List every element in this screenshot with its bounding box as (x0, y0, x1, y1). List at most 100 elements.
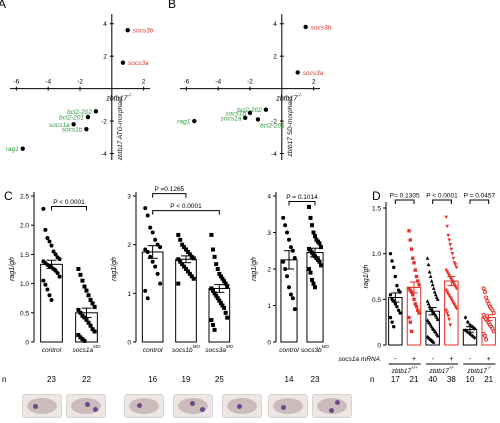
data-point (82, 284, 87, 289)
data-point (451, 281, 456, 285)
category-label: socs3aMO (205, 344, 233, 354)
point-label: bcl2-201 (59, 115, 84, 122)
data-point (189, 274, 194, 279)
data-point (78, 272, 83, 277)
data-point (470, 333, 475, 339)
data-point (176, 257, 181, 262)
x-tick-label: -6 (13, 79, 19, 86)
data-point (453, 263, 458, 267)
n-value: 21 (484, 375, 493, 384)
data-point (433, 292, 438, 297)
data-point (308, 270, 313, 275)
data-point (218, 301, 223, 306)
embryo-photo (222, 394, 262, 418)
label-base: zbtb17 (391, 368, 412, 375)
label-base: socs1b (172, 347, 193, 354)
label-superscript: MO (193, 344, 201, 349)
label-superscript: MO (322, 344, 330, 349)
data-point (281, 215, 286, 220)
data-point (435, 333, 440, 338)
data-point (92, 304, 97, 309)
data-point (449, 297, 454, 302)
significance-bracket (394, 199, 415, 204)
data-point (408, 288, 412, 292)
data-point (465, 319, 470, 325)
label-superscript: -/- (127, 93, 132, 99)
mrna-sign: - (431, 356, 434, 363)
data-point (86, 293, 91, 298)
n-value: 38 (447, 375, 456, 384)
y-tick-label: 4 (103, 21, 107, 28)
point-label: socs1a (221, 115, 242, 122)
data-point (90, 301, 95, 306)
p-value-label: P < 0.0001 (53, 199, 85, 206)
data-point (223, 281, 228, 286)
p-value-label: P < 0.0001 (426, 193, 458, 200)
label-superscript: MO (93, 344, 101, 349)
data-point (388, 293, 393, 297)
data-point (435, 317, 440, 321)
data-point (290, 296, 295, 301)
data-point (306, 267, 311, 271)
data-point (444, 215, 449, 220)
y-tick-label: 2 (127, 242, 131, 249)
data-point (426, 301, 431, 306)
data-point (88, 297, 93, 302)
data-point (468, 331, 472, 337)
data-point (243, 115, 248, 121)
panel-letter: C (4, 189, 13, 203)
data-point (80, 278, 85, 283)
thymus-stain-spot (33, 404, 38, 409)
data-point (153, 237, 158, 242)
y-axis-title: rag1/gh (9, 257, 16, 281)
data-point (217, 271, 222, 276)
y-tick-label: 2 (267, 267, 271, 274)
data-point (393, 274, 398, 279)
data-point (155, 271, 160, 276)
data-point (285, 274, 290, 279)
data-point (292, 307, 297, 312)
data-point (309, 223, 314, 228)
n-row-label: n (2, 375, 6, 384)
data-point (482, 289, 487, 295)
mrna-sign: - (394, 356, 397, 363)
data-point (390, 320, 394, 324)
data-point (222, 279, 227, 284)
data-point (451, 301, 456, 306)
data-point (47, 239, 52, 244)
panel-letter: B (168, 0, 176, 11)
data-point (120, 60, 126, 65)
data-point (407, 229, 411, 233)
n-value: 10 (466, 375, 475, 384)
p-value-label: P =0.1265 (154, 186, 184, 193)
data-point (143, 247, 148, 252)
data-point (445, 311, 450, 316)
label-base: socs3b (301, 347, 322, 354)
thymus-stain-spot (237, 404, 242, 409)
panel-b-scatter: B -6 -4 -2 2 4 2 -2 -4 zbtb17-/-zbtb17 SD-morphan… (168, 0, 332, 160)
data-point (288, 245, 293, 250)
panel-letter: A (0, 0, 6, 11)
data-point (432, 289, 437, 294)
data-point (452, 303, 457, 307)
data-point (187, 271, 192, 276)
data-point (308, 215, 313, 220)
embryo-body (129, 398, 159, 414)
data-point (88, 323, 93, 328)
y-tick-label: 1 (127, 291, 131, 298)
data-point (396, 308, 401, 312)
data-point (41, 278, 46, 283)
data-point (448, 243, 453, 247)
y-tick-label: 0.5 (20, 310, 29, 317)
data-point (445, 224, 450, 229)
label-base: zbtb17 (275, 96, 298, 103)
x-tick-label: -4 (215, 79, 221, 86)
data-point (192, 118, 197, 124)
data-point (215, 296, 220, 301)
data-point (215, 267, 220, 271)
data-point (481, 286, 486, 291)
panel-a-scatter: A -6 -4 -2 2 4 2 -2 -4 zbtb17-/-zbtb17 ATG-morpha… (0, 0, 154, 161)
data-point (158, 245, 163, 250)
data-point (49, 243, 54, 248)
